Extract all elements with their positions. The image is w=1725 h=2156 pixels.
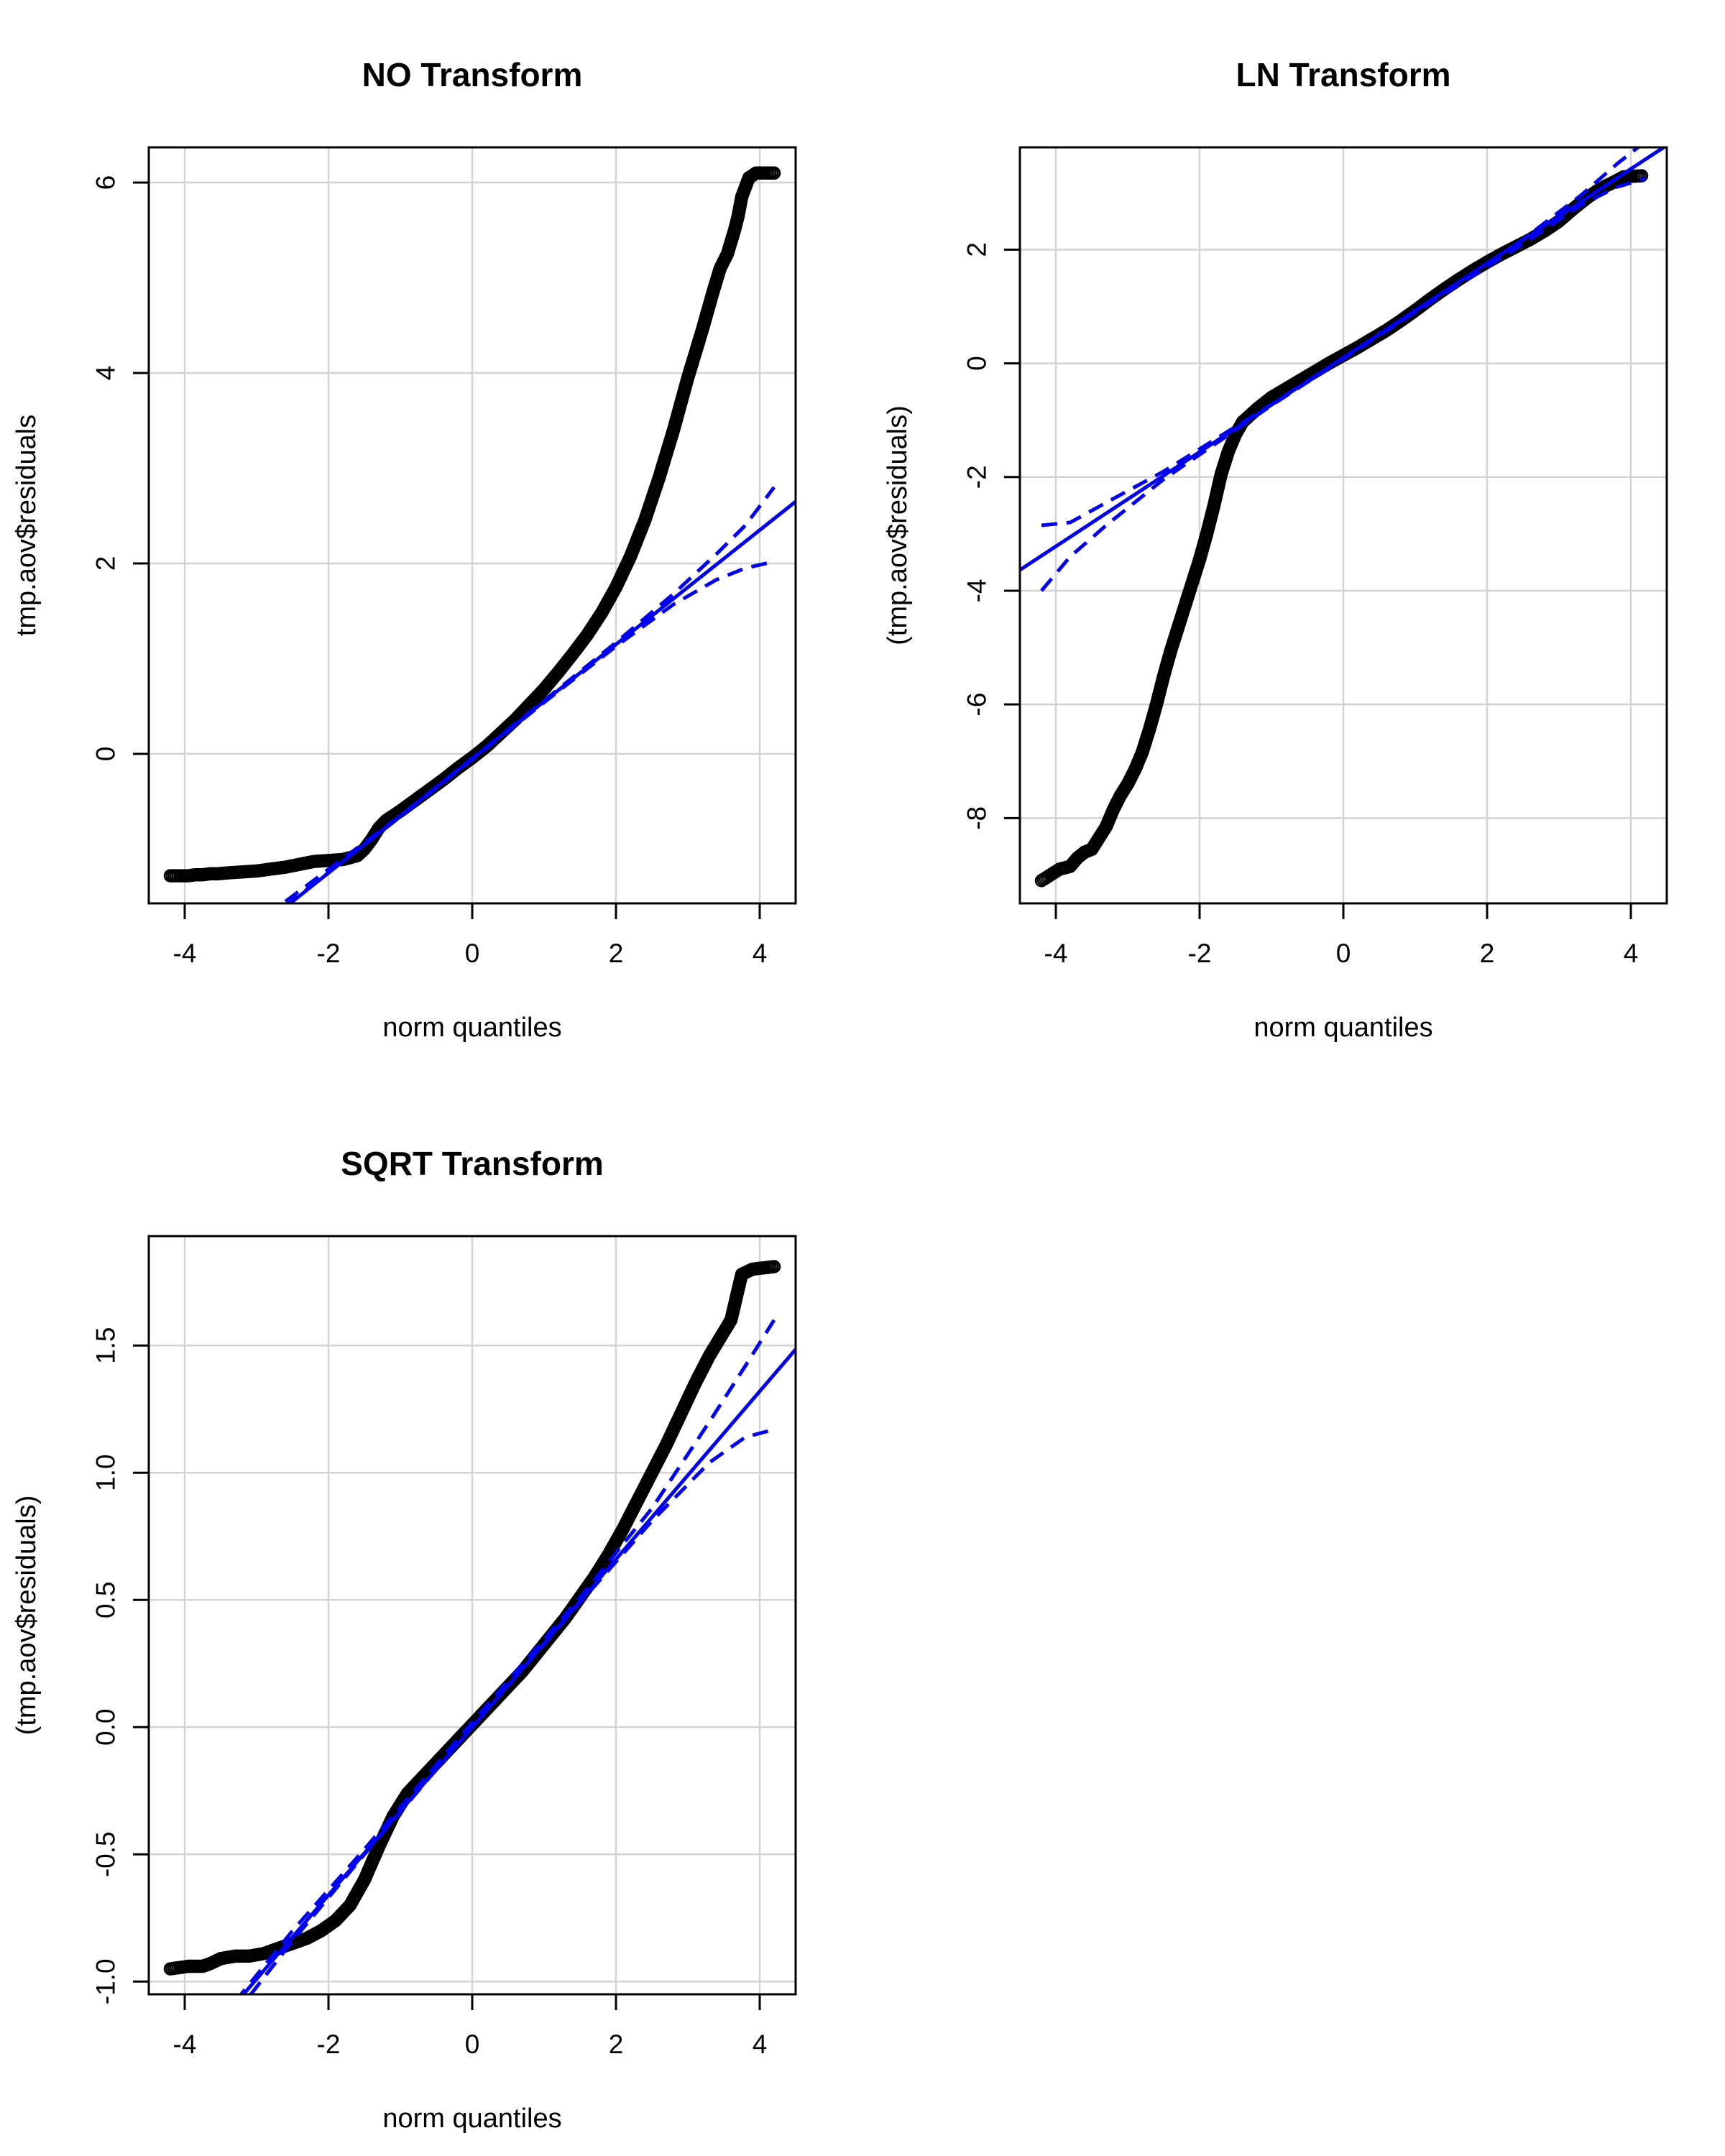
x-tick-label: 2 [609,2030,624,2059]
reference-line [241,1348,796,1994]
x-tick-label: 2 [1480,939,1495,968]
confidence-envelope-upper [239,1319,776,1994]
qq-panel-3: -4 -2 0 2 4 -1.0 -0.5 0.0 0.5 1.0 1.5 SQRT Transfor… [12,1145,797,2134]
y-tick-label: -1.0 [91,1958,121,2004]
y-tick-label: -2 [962,465,992,489]
x-tick-label: -2 [317,2030,341,2059]
confidence-envelope-lower [248,1427,775,1994]
qq-panel-1: -4 -2 0 2 4 0 2 4 6 NO Transform norm quantiles tmp… [12,56,797,1043]
x-tick-label: 0 [1336,939,1351,968]
x-axis-label: norm quantiles [1254,1013,1432,1043]
y-tick-label: 0 [962,356,992,371]
y-tick-label: 6 [91,175,121,190]
y-tick-label: -6 [962,693,992,717]
plot-area [1020,147,1667,888]
x-axis-label: norm quantiles [382,2104,561,2134]
x-axis-label: norm quantiles [382,1013,561,1043]
plot-area [163,1260,796,1994]
x-tick-label: -4 [173,2030,197,2059]
y-tick-label: 2 [962,242,992,257]
y-tick-label: -0.5 [91,1831,121,1877]
chart-title: LN Transform [1236,56,1450,93]
x-tick-label: -4 [1044,939,1068,968]
chart-title: SQRT Transform [341,1145,604,1182]
x-tick-label: 2 [609,939,624,968]
y-tick-label: -4 [962,579,992,603]
confidence-envelope-lower [1040,177,1646,592]
y-axis-label: (tmp.aov$residuals) [12,1496,42,1736]
y-tick-label: 1.0 [91,1455,121,1491]
confidence-envelope-lower [286,559,775,903]
confidence-envelope-upper [1041,147,1642,528]
y-axis-label: (tmp.aov$residuals) [883,405,913,645]
y-tick-label: 4 [91,366,121,381]
x-tick-label: -2 [317,939,341,968]
qq-panel-2: -4 -2 0 2 4 -8 -6 -4 -2 0 2 LN Transform norm quanti… [883,56,1668,1043]
x-tick-label: 0 [465,939,480,968]
plot-area [163,166,796,903]
y-tick-label: 2 [91,556,121,571]
x-tick-label: 4 [753,939,768,968]
chart-title: NO Transform [362,56,583,93]
data-point [767,166,781,180]
y-tick-label: 1.5 [91,1327,121,1364]
y-axis-label: tmp.aov$residuals [12,415,42,636]
x-tick-label: 0 [465,2030,480,2059]
x-tick-label: 4 [753,2030,768,2059]
x-tick-label: -4 [173,939,197,968]
x-tick-label: 4 [1624,939,1639,968]
confidence-envelope-upper [284,486,776,903]
x-tick-label: -2 [1188,939,1212,968]
y-tick-label: 0.5 [91,1582,121,1618]
data-point [767,1260,781,1273]
y-tick-label: 0 [91,747,121,762]
y-tick-label: -8 [962,806,992,830]
y-tick-label: 0.0 [91,1709,121,1746]
